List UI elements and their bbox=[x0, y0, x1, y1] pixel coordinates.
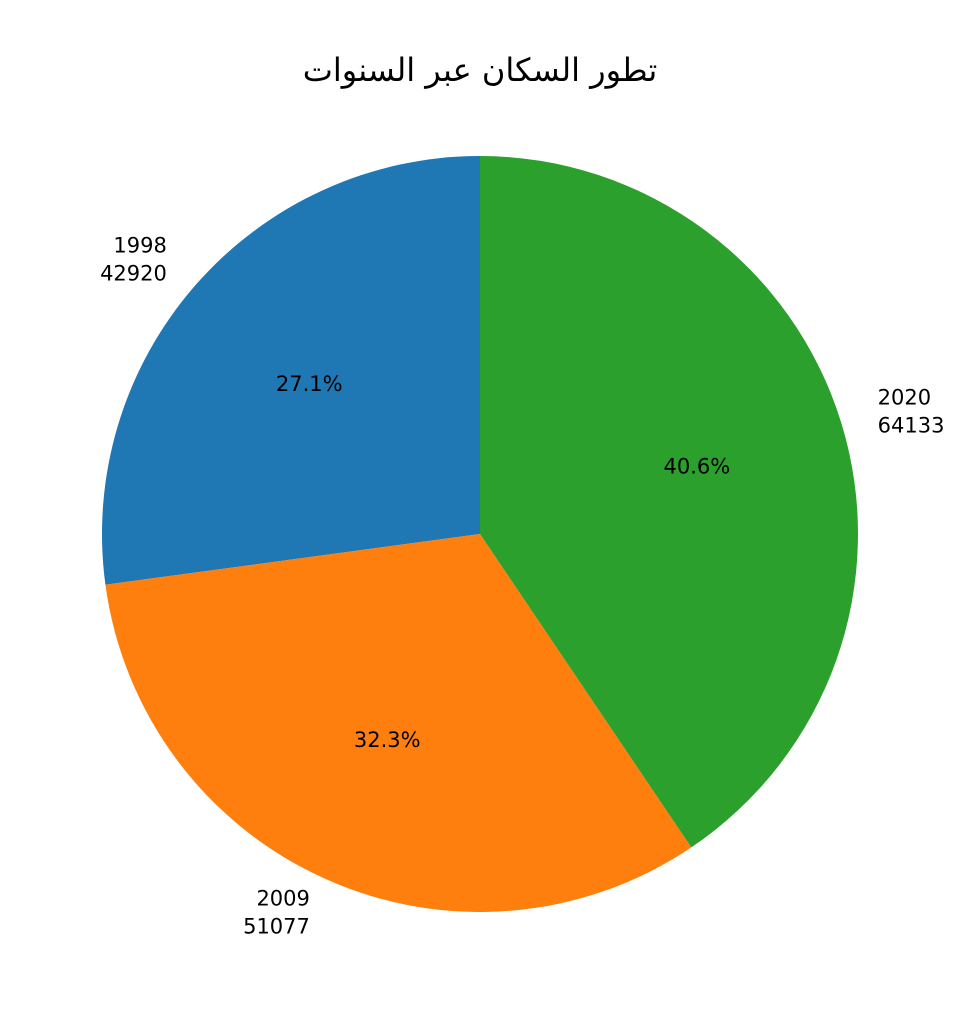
slice-category-label: 1998 bbox=[113, 233, 166, 257]
percent-label: 32.3% bbox=[354, 728, 421, 752]
percent-label: 40.6% bbox=[664, 455, 731, 479]
slice-value-label: 64133 bbox=[878, 413, 945, 437]
chart-title: تطور السكان عبر السنوات bbox=[303, 51, 658, 89]
percent-label: 27.1% bbox=[276, 372, 343, 396]
pie-slice bbox=[105, 534, 692, 913]
slice-category-label: 2009 bbox=[256, 886, 309, 910]
slice-category-label: 2020 bbox=[878, 385, 931, 409]
pie-slice bbox=[480, 156, 858, 848]
slice-value-label: 51077 bbox=[243, 914, 310, 938]
slice-value-label: 42920 bbox=[100, 261, 167, 285]
pie-slice bbox=[101, 156, 481, 585]
